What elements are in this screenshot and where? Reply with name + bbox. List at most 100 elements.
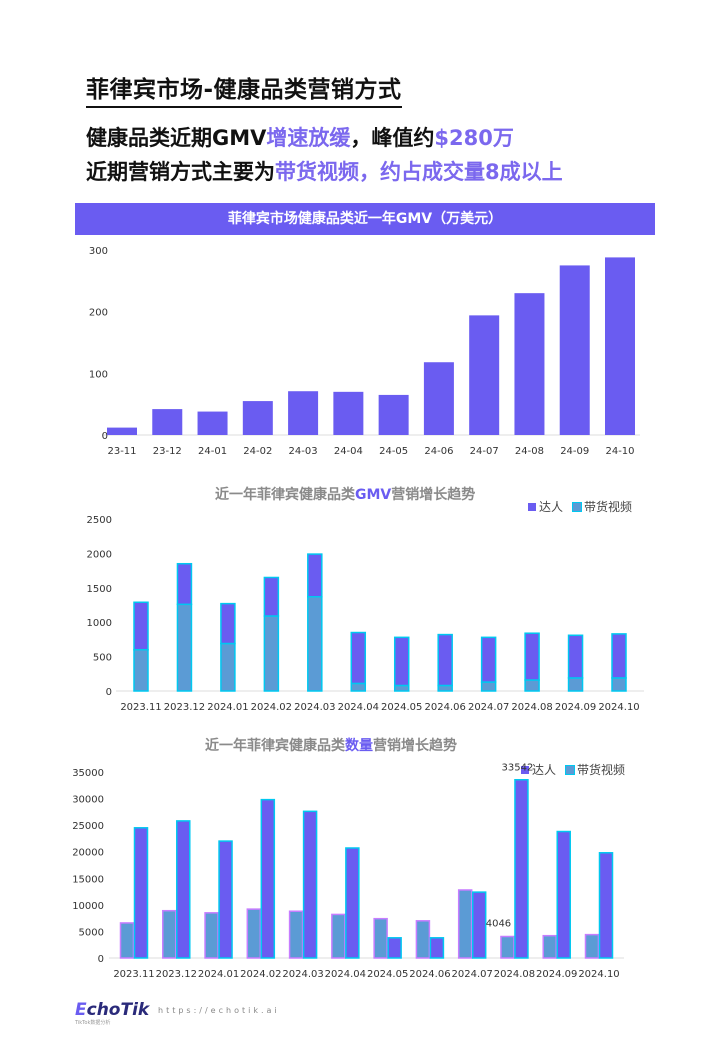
x-tick-label: 2024.05 <box>367 969 408 980</box>
x-tick-label: 24-08 <box>515 446 544 457</box>
x-tick-label: 2024.03 <box>282 969 323 980</box>
legend-influencer-label: 达人 <box>539 500 564 514</box>
chart2-title-b: GMV <box>355 487 392 503</box>
page-title: 菲律宾市场-健康品类营销方式 <box>86 70 402 108</box>
y-tick-label: 5000 <box>79 927 104 938</box>
y-tick-label: 1000 <box>87 618 112 629</box>
video-bar <box>514 778 529 959</box>
y-tick-label: 15000 <box>72 874 104 885</box>
logo-subtitle: TikTok数据分析 <box>75 1020 111 1026</box>
headline-method-highlight: 带货视频，约占成交量8成以上 <box>275 160 563 184</box>
legend3-influencer-swatch <box>521 765 529 774</box>
influencer-bar <box>331 913 346 959</box>
headline-method: 近期营销方式主要为带货视频，约占成交量8成以上 <box>86 156 563 186</box>
legend3-video-label: 带货视频 <box>577 763 626 777</box>
influencer-bar <box>457 889 473 959</box>
headline-peak-text: ，峰值约 <box>350 126 435 150</box>
y-tick-label: 10000 <box>72 901 104 912</box>
x-tick-label: 2024.05 <box>381 702 422 713</box>
x-tick-label: 2024.04 <box>325 969 366 980</box>
influencer-bar-segment <box>393 636 410 687</box>
x-tick-label: 24-10 <box>605 446 634 457</box>
x-tick-label: 24-04 <box>334 446 363 457</box>
x-tick-label: 2024.08 <box>494 969 535 980</box>
x-tick-label: 24-09 <box>560 446 589 457</box>
x-tick-label: 24-07 <box>470 446 499 457</box>
y-tick-label: 200 <box>89 308 108 319</box>
x-tick-label: 23-12 <box>153 446 182 457</box>
video-bar <box>345 847 360 959</box>
y-tick-label: 2500 <box>87 515 112 526</box>
legend3-influencer: 达人 <box>521 761 556 778</box>
influencer-bar <box>415 920 431 959</box>
y-tick-label: 35000 <box>72 768 104 779</box>
y-tick-label: 500 <box>93 653 112 664</box>
x-tick-label: 2023.12 <box>156 969 197 980</box>
x-tick-label: 2024.06 <box>425 702 466 713</box>
x-tick-label: 2024.07 <box>452 969 493 980</box>
influencer-bar-segment <box>176 562 193 606</box>
gmv-bar <box>378 394 409 435</box>
x-tick-label: 2024.09 <box>555 702 596 713</box>
video-bar <box>471 891 487 959</box>
headline-gmv-highlight: 增速放缓 <box>266 126 351 150</box>
y-tick-label: 25000 <box>72 821 104 832</box>
x-tick-label: 2024.09 <box>536 969 577 980</box>
gmv-bar <box>559 265 590 435</box>
x-tick-label: 2023.11 <box>113 969 154 980</box>
influencer-bar-segment <box>220 602 236 645</box>
chart1-title: 菲律宾市场健康品类近一年GMV（万美元） <box>75 203 655 235</box>
influencer-bar-segment <box>307 553 323 598</box>
chart3-legend: 达人 带货视频 <box>521 761 625 778</box>
y-tick-label: 300 <box>89 246 108 257</box>
legend3-video-swatch <box>565 764 576 775</box>
y-tick-label: 0 <box>106 687 112 698</box>
influencer-bar-segment <box>480 636 497 683</box>
gmv-bar <box>514 293 545 435</box>
headline-peak-value: $280万 <box>434 126 514 150</box>
influencer-bar <box>500 935 515 959</box>
x-tick-label: 24-05 <box>379 446 408 457</box>
headline-method-text: 近期营销方式主要为 <box>86 160 275 184</box>
gmv-bar <box>197 411 228 435</box>
legend3-influencer-label: 达人 <box>532 763 557 777</box>
x-tick-label: 2024.02 <box>240 969 281 980</box>
video-bar <box>556 830 571 959</box>
x-tick-label: 24-03 <box>289 446 318 457</box>
footer-url[interactable]: https://echotik.ai <box>158 1006 280 1015</box>
influencer-bar-segment <box>567 634 584 679</box>
y-tick-label: 0 <box>102 431 108 442</box>
video-bar <box>598 852 614 959</box>
chart3-title-b: 数量 <box>345 738 373 754</box>
video-bar <box>218 840 233 959</box>
legend3-video: 带货视频 <box>565 761 626 778</box>
x-tick-label: 24-02 <box>243 446 272 457</box>
y-tick-label: 30000 <box>72 795 104 806</box>
chart3-title: 近一年菲律宾健康品类数量营销增长趋势 <box>205 735 457 755</box>
legend-video-label: 带货视频 <box>584 500 633 514</box>
x-tick-label: 2024.08 <box>511 702 552 713</box>
x-tick-label: 2024.03 <box>294 702 335 713</box>
logo-rest: choTik <box>86 1000 150 1020</box>
influencer-bar-segment <box>350 631 367 685</box>
x-tick-label: 24-01 <box>198 446 227 457</box>
influencer-bar <box>162 909 177 959</box>
influencer-bar <box>204 912 219 959</box>
video-bar <box>302 810 318 959</box>
gmv-bar <box>242 401 273 435</box>
influencer-bar <box>542 934 557 959</box>
chart2-title-c: 营销增长趋势 <box>391 487 476 503</box>
legend-video-swatch <box>572 501 583 512</box>
y-tick-label: 100 <box>89 369 108 380</box>
gmv-bar <box>288 391 319 435</box>
x-tick-label: 23-11 <box>107 446 136 457</box>
chart3-title-a: 近一年菲律宾健康品类 <box>205 738 345 754</box>
gmv-bar <box>333 391 364 435</box>
echotik-logo: EchoTik <box>75 1000 149 1020</box>
x-tick-label: 2024.10 <box>578 969 619 980</box>
x-tick-label: 2023.12 <box>164 702 205 713</box>
legend-influencer: 达人 <box>528 498 563 515</box>
x-tick-label: 2024.07 <box>468 702 509 713</box>
